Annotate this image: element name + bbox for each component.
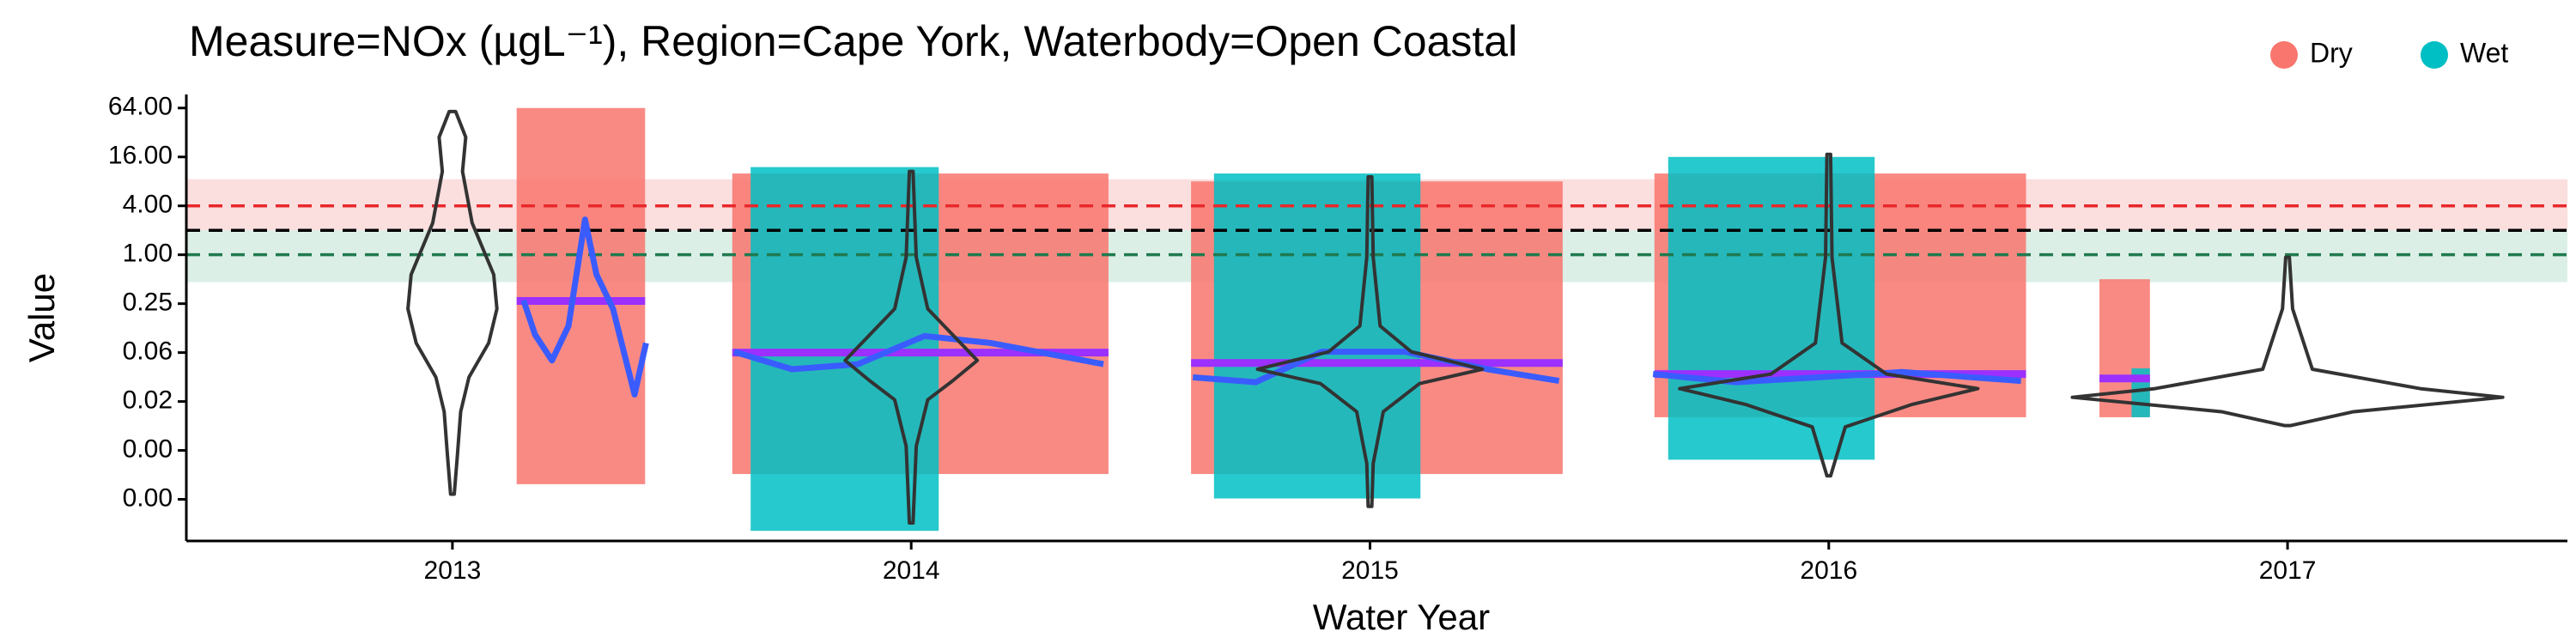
y-tick-label: 0.02 [123, 386, 173, 414]
y-tick-label: 0.25 [123, 289, 173, 317]
trend-line [520, 216, 649, 398]
trend-line [1652, 368, 2021, 386]
y-tick-label: 64.00 [108, 93, 173, 121]
x-tick-label: 2017 [2259, 556, 2317, 585]
y-tick-label: 4.00 [123, 191, 173, 219]
point-cloud [1668, 156, 1875, 460]
legend-label: Dry [2310, 37, 2353, 68]
legend-swatch [2270, 41, 2298, 69]
legend-swatch [2421, 41, 2448, 69]
violin [1678, 152, 1980, 478]
y-tick-label: 0.00 [123, 483, 173, 512]
trend-line [732, 332, 1104, 373]
chart-title: Measure=NOx (µgL⁻¹), Region=Cape York, W… [189, 17, 1517, 65]
violin [843, 169, 980, 526]
point-cloud [516, 107, 646, 484]
x-tick-label: 2016 [1800, 556, 1857, 585]
x-tick-label: 2014 [883, 556, 940, 585]
y-tick-label: 0.06 [123, 337, 173, 366]
violin [2070, 255, 2505, 428]
y-tick-label: 1.00 [123, 240, 173, 268]
y-axis-title: Value [21, 273, 62, 362]
legend-label: Wet [2460, 37, 2508, 68]
y-tick-label: 16.00 [108, 142, 173, 170]
x-tick-label: 2013 [424, 556, 482, 585]
point-cloud [1213, 173, 1421, 499]
y-tick-label: 0.00 [123, 434, 173, 463]
x-axis-title: Water Year [1313, 597, 1490, 637]
trend-line [1192, 349, 1560, 386]
x-tick-label: 2015 [1341, 556, 1399, 585]
violin [406, 109, 499, 496]
violin [1255, 174, 1485, 508]
